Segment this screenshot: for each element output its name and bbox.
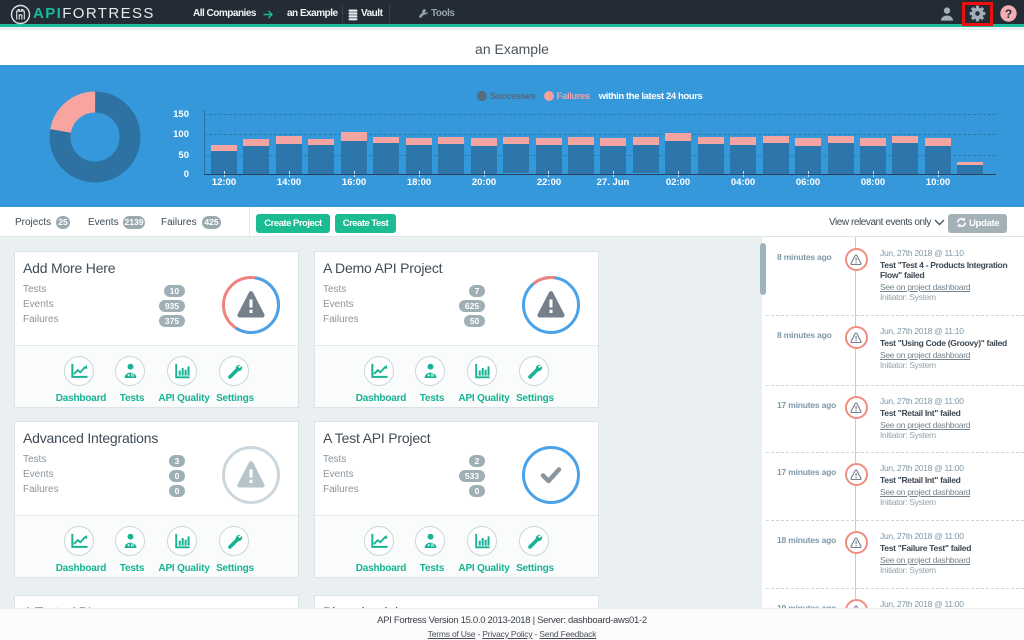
svg-text:?: ? (1005, 7, 1012, 21)
